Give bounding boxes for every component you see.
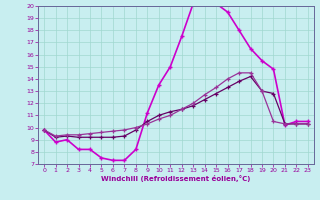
X-axis label: Windchill (Refroidissement éolien,°C): Windchill (Refroidissement éolien,°C) (101, 175, 251, 182)
